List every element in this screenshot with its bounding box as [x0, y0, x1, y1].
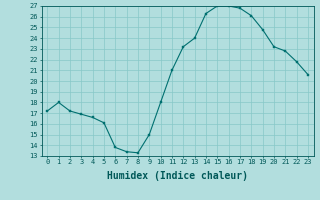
- X-axis label: Humidex (Indice chaleur): Humidex (Indice chaleur): [107, 171, 248, 181]
